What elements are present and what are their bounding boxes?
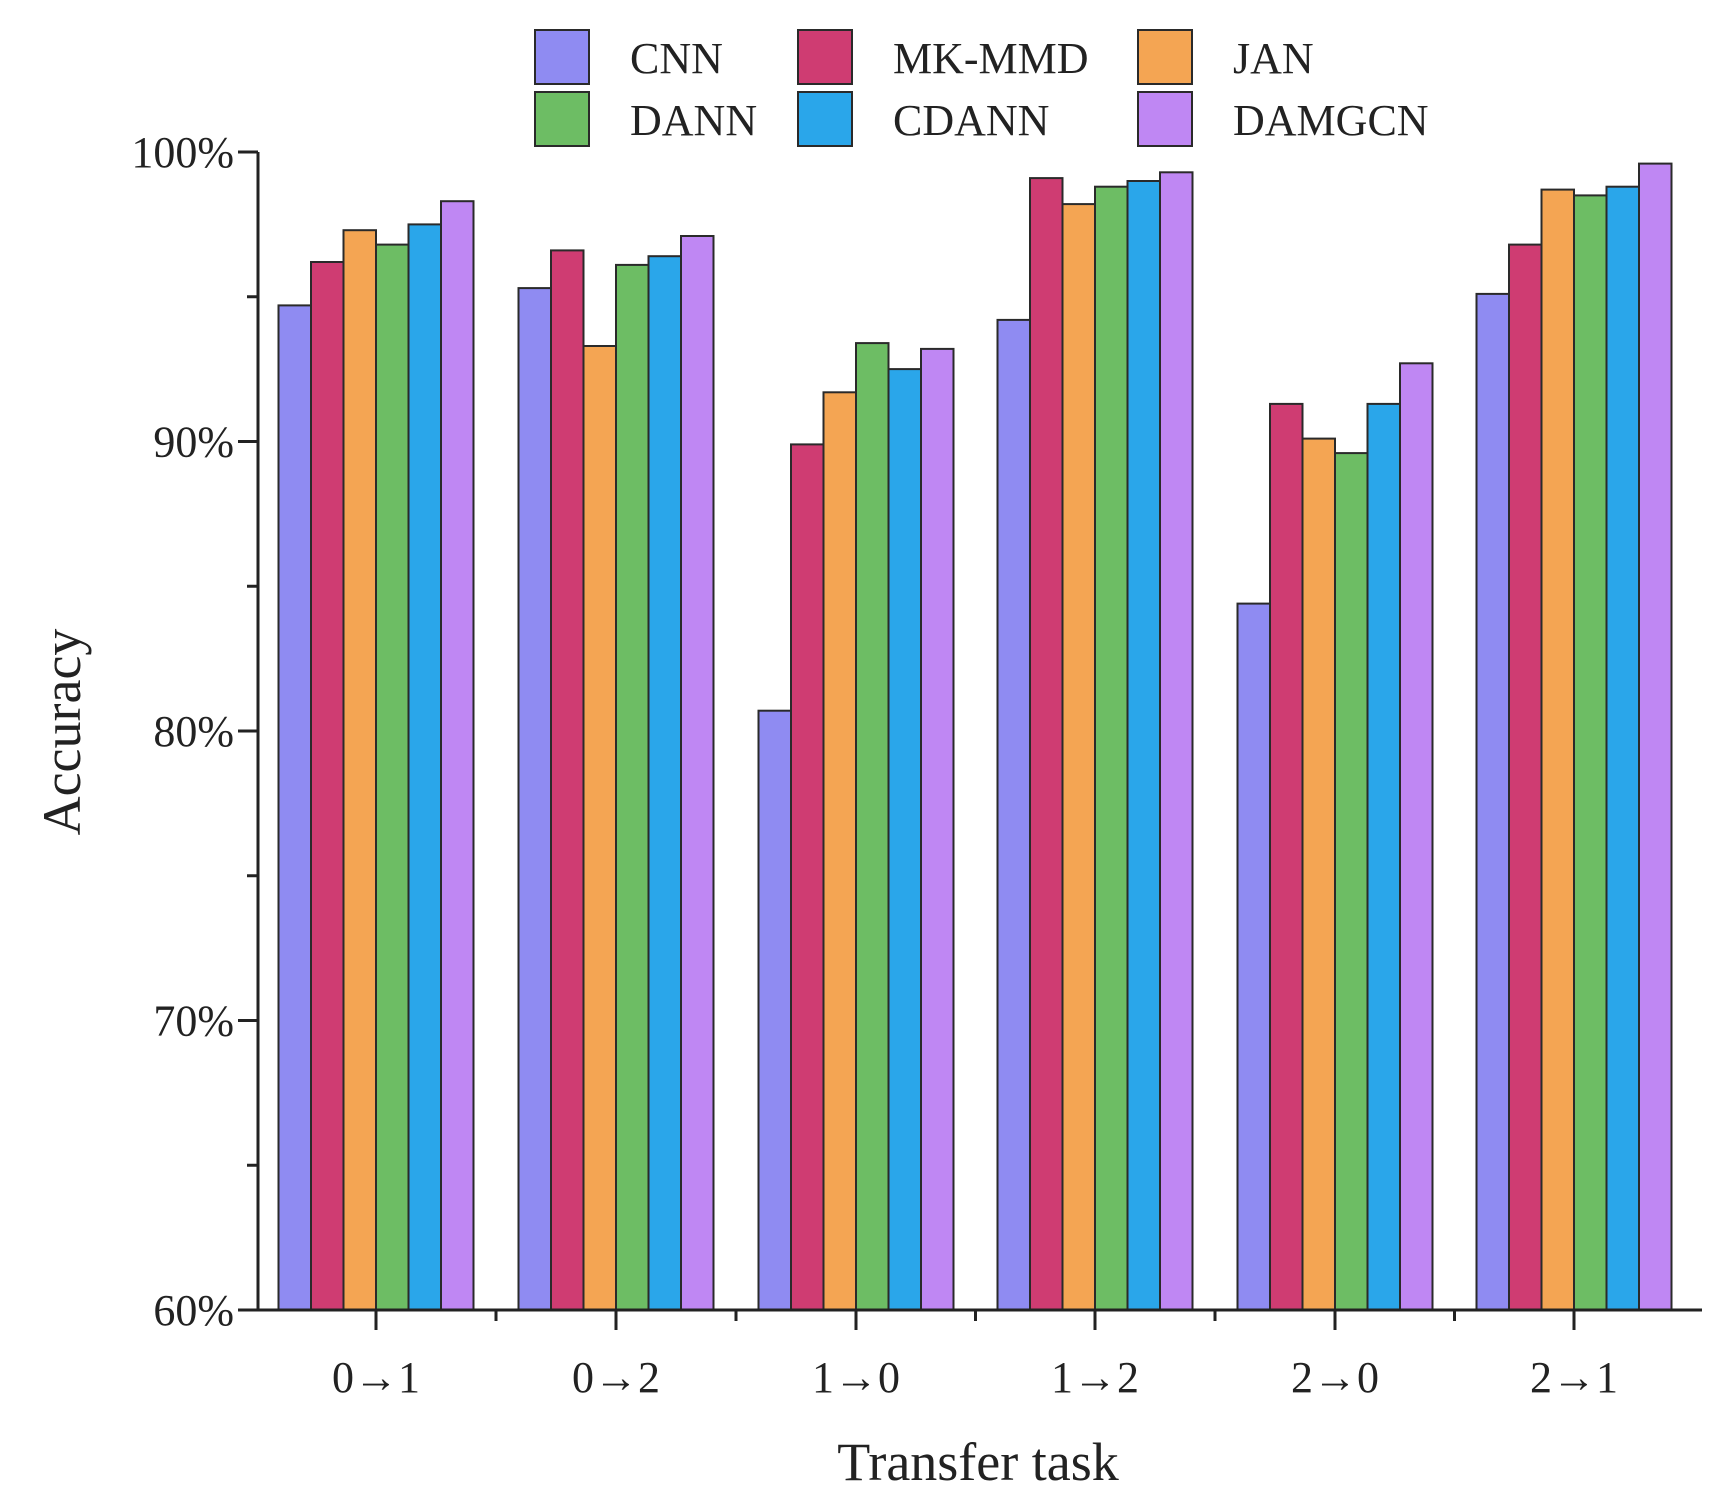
x-tick-label: 0→2	[572, 1353, 660, 1402]
bar-cnn-1	[517, 287, 552, 1312]
bar-cdann-0	[407, 223, 442, 1311]
y-axis-title: Accuracy	[32, 629, 92, 836]
legend-swatch	[797, 91, 853, 147]
bar-dann-0	[375, 243, 410, 1312]
bar-jan-1	[582, 345, 617, 1311]
bar-cdann-5	[1605, 185, 1640, 1312]
bar-dann-3	[1094, 185, 1129, 1312]
x-tick-label: 2→0	[1291, 1353, 1379, 1402]
x-tick-label: 1→0	[812, 1353, 900, 1402]
legend-swatch	[1137, 29, 1193, 85]
bar-cnn-2	[757, 709, 792, 1311]
legend-label: MK-MMD	[893, 34, 1089, 83]
bar-cdann-2	[887, 368, 922, 1312]
bar-mk-mmd-0	[310, 261, 345, 1311]
bar-dann-4	[1334, 452, 1369, 1312]
bar-damgcn-1	[680, 235, 715, 1311]
x-tick-label: 0→1	[332, 1353, 420, 1402]
y-tick-label: 100%	[131, 128, 234, 177]
bar-dann-5	[1573, 194, 1608, 1311]
y-tick-label: 80%	[153, 707, 234, 756]
bar-dann-1	[615, 263, 650, 1311]
y-tick-label: 60%	[153, 1286, 234, 1335]
bar-cdann-4	[1366, 402, 1401, 1311]
legend-item-dann: DANN	[534, 91, 757, 147]
bar-damgcn-4	[1399, 362, 1434, 1311]
bar-cnn-3	[996, 318, 1031, 1311]
bar-mk-mmd-3	[1029, 177, 1064, 1312]
bar-damgcn-0	[440, 200, 475, 1312]
axes-group: 60% 70% 80% 90% 100% 0→1 0→2 1→0 1→2 2→0 2→1	[131, 128, 1702, 1402]
bar-cnn-5	[1475, 292, 1510, 1311]
bar-jan-3	[1061, 203, 1096, 1312]
x-axis-title: Transfer task	[837, 1432, 1118, 1492]
legend-item-cnn: CNN	[534, 29, 723, 85]
bar-cdann-3	[1126, 180, 1161, 1311]
legend-item-damgcn: DAMGCN	[1137, 91, 1429, 147]
legend-swatch	[1137, 91, 1193, 147]
x-tick-label: 2→1	[1530, 1353, 1618, 1402]
bar-jan-0	[342, 229, 377, 1312]
bar-cdann-1	[647, 255, 682, 1312]
y-tick-label: 90%	[153, 418, 234, 467]
bar-mk-mmd-1	[550, 249, 585, 1311]
bar-mk-mmd-4	[1269, 402, 1304, 1311]
bar-mk-mmd-5	[1508, 243, 1543, 1312]
legend-item-jan: JAN	[1137, 29, 1314, 85]
legend-item-mk-mmd: MK-MMD	[797, 29, 1089, 85]
legend-label: DANN	[630, 96, 757, 145]
y-tick-label: 70%	[153, 997, 234, 1046]
legend-swatch	[797, 29, 853, 85]
legend-label: DAMGCN	[1233, 96, 1429, 145]
bar-jan-5	[1540, 188, 1575, 1312]
bar-damgcn-5	[1638, 162, 1673, 1312]
bar-jan-4	[1301, 437, 1336, 1312]
legend-label: CDANN	[893, 96, 1049, 145]
bar-jan-2	[822, 391, 857, 1311]
bar-dann-2	[855, 342, 890, 1312]
legend-swatch	[534, 29, 590, 85]
bar-mk-mmd-2	[790, 443, 825, 1311]
bar-cnn-4	[1236, 602, 1271, 1311]
legend-swatch	[534, 91, 590, 147]
x-tick-label: 1→2	[1051, 1353, 1139, 1402]
bar-cnn-0	[277, 304, 312, 1311]
legend-label: CNN	[630, 34, 723, 83]
legend: CNN MK-MMD JAN DANN CDANN DAMGCN	[534, 29, 1429, 147]
bar-damgcn-3	[1159, 171, 1194, 1311]
legend-label: JAN	[1233, 34, 1314, 83]
bars-group	[277, 162, 1673, 1312]
bar-damgcn-2	[920, 347, 955, 1311]
legend-item-cdann: CDANN	[797, 91, 1049, 147]
